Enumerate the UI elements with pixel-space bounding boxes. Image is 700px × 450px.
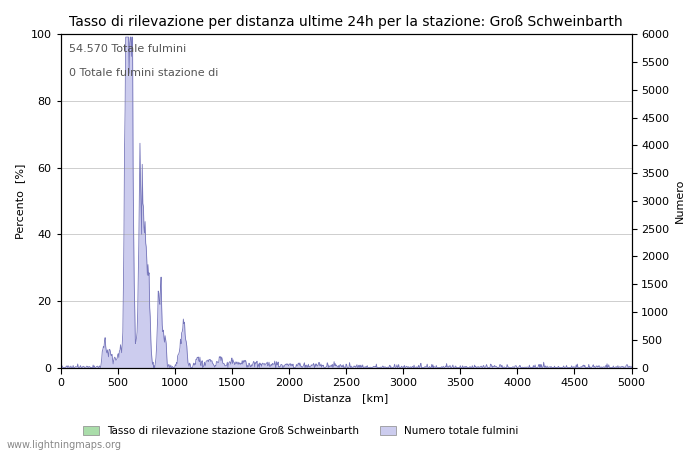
Title: Tasso di rilevazione per distanza ultime 24h per la stazione: Groß Schweinbarth: Tasso di rilevazione per distanza ultime… bbox=[69, 15, 623, 29]
Text: 54.570 Totale fulmini: 54.570 Totale fulmini bbox=[69, 45, 186, 54]
X-axis label: Distanza   [km]: Distanza [km] bbox=[304, 393, 389, 404]
Y-axis label: Percento  [%]: Percento [%] bbox=[15, 163, 25, 238]
Y-axis label: Numero: Numero bbox=[675, 179, 685, 223]
Text: www.lightningmaps.org: www.lightningmaps.org bbox=[7, 440, 122, 450]
Text: 0 Totale fulmini stazione di: 0 Totale fulmini stazione di bbox=[69, 68, 218, 78]
Legend: Tasso di rilevazione stazione Groß Schweinbarth, Numero totale fulmini: Tasso di rilevazione stazione Groß Schwe… bbox=[79, 422, 523, 440]
